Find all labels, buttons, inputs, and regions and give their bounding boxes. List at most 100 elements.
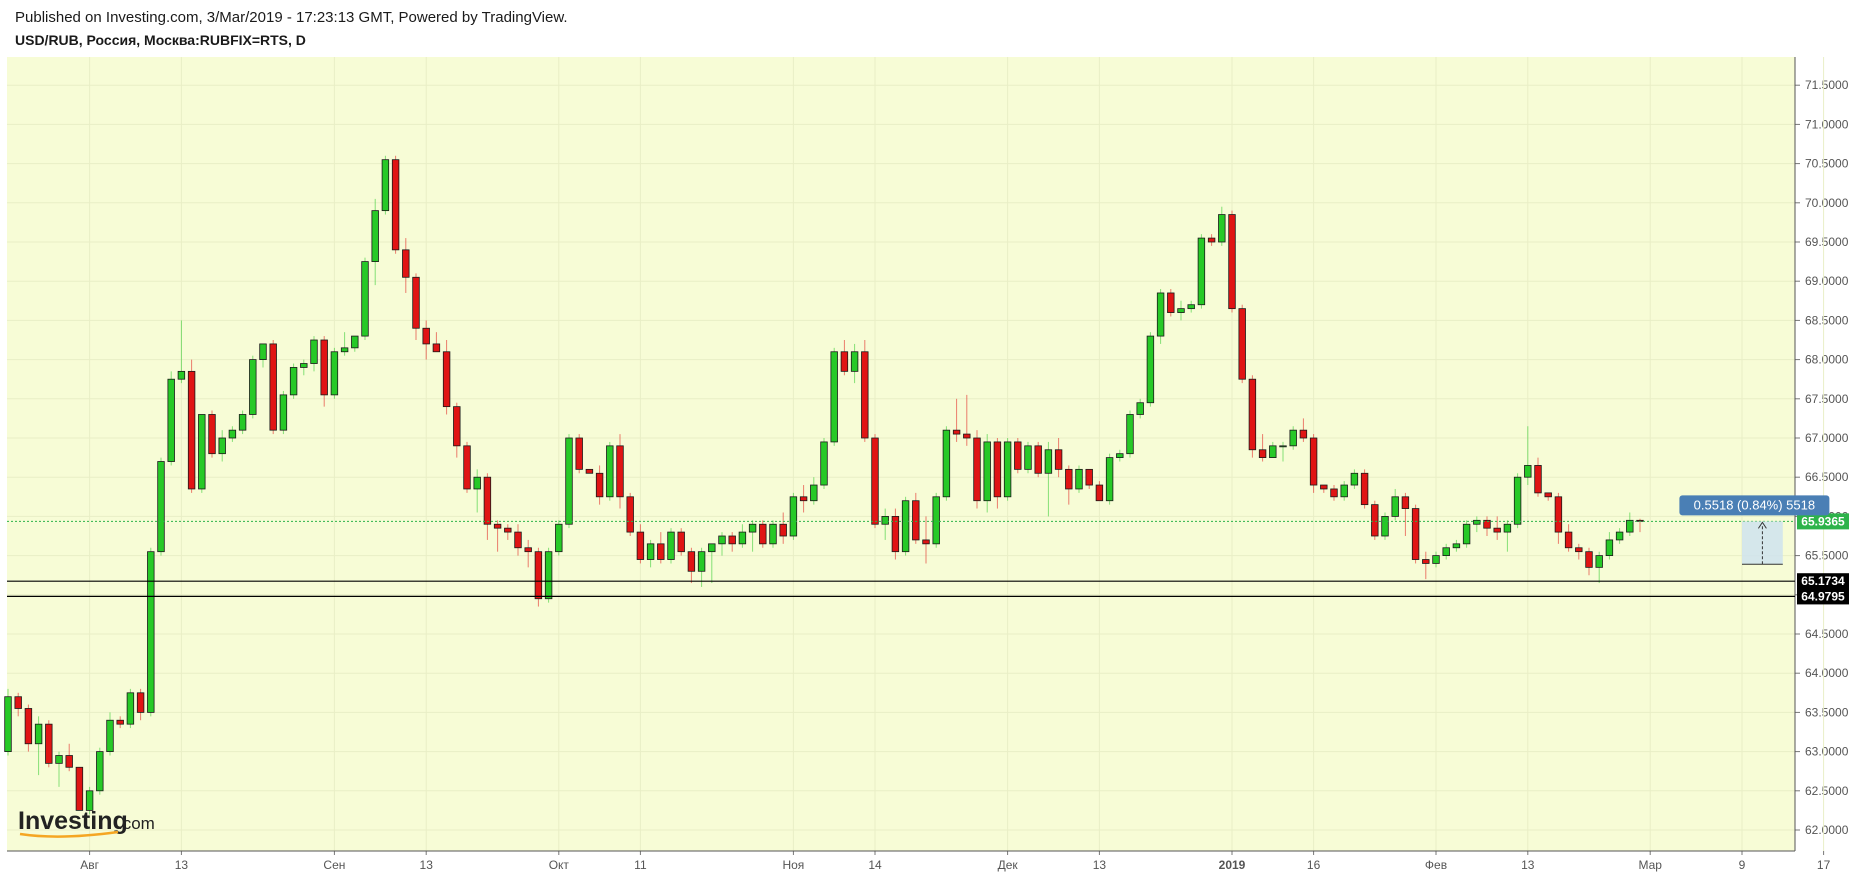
candle-body[interactable] [1146, 335, 1155, 404]
candle-body[interactable] [432, 343, 441, 353]
candle-body[interactable] [1350, 472, 1359, 486]
candle-body[interactable] [1585, 551, 1593, 568]
candle-body[interactable] [1371, 504, 1379, 537]
candle-body[interactable] [249, 359, 257, 415]
candle-body[interactable] [1054, 449, 1063, 470]
candle-body[interactable] [1116, 453, 1124, 458]
candle-body[interactable] [1360, 472, 1369, 506]
candle-body[interactable] [789, 496, 798, 537]
candle-body[interactable] [1575, 547, 1583, 553]
candle-body[interactable] [177, 370, 186, 380]
candle-body[interactable] [1218, 214, 1226, 243]
candle-body[interactable] [228, 429, 237, 439]
candle-body[interactable] [1197, 237, 1206, 306]
candle-body[interactable] [646, 543, 655, 560]
candle-body[interactable] [1075, 468, 1083, 490]
candle-body[interactable] [1126, 414, 1134, 455]
candle-body[interactable] [136, 692, 145, 713]
candle-body[interactable] [677, 531, 685, 553]
candle-body[interactable] [728, 535, 736, 545]
candle-body[interactable] [1269, 445, 1277, 458]
candle-body[interactable] [1473, 519, 1481, 525]
candle-body[interactable] [952, 429, 961, 435]
candle-body[interactable] [1544, 492, 1552, 498]
candle-body[interactable] [116, 719, 124, 725]
candle-body[interactable] [901, 500, 910, 553]
candle-body[interactable] [748, 523, 757, 533]
candle-body[interactable] [422, 327, 430, 345]
candle-body[interactable] [1014, 441, 1022, 470]
candle-body[interactable] [402, 249, 410, 278]
candle-body[interactable] [565, 437, 573, 525]
candle-body[interactable] [1309, 437, 1318, 486]
candle-body[interactable] [147, 551, 155, 713]
candle-body[interactable] [1258, 449, 1267, 459]
candle-body[interactable] [514, 531, 522, 549]
candle-body[interactable] [330, 351, 339, 396]
candle-body[interactable] [942, 429, 951, 498]
candle-body[interactable] [1248, 378, 1257, 451]
candle-body[interactable] [626, 496, 634, 533]
candle-body[interactable] [1034, 445, 1042, 474]
candle-body[interactable] [1626, 519, 1634, 533]
candle-body[interactable] [1299, 429, 1308, 439]
candle-body[interactable] [55, 755, 63, 764]
candle-body[interactable] [463, 445, 471, 490]
candle-body[interactable] [320, 339, 328, 396]
candle-body[interactable] [96, 751, 104, 792]
candle-body[interactable] [1401, 496, 1410, 509]
candle-body[interactable] [1167, 292, 1175, 313]
candle-body[interactable] [534, 551, 543, 600]
candle-body[interactable] [1564, 531, 1573, 549]
candle-body[interactable] [922, 539, 930, 545]
candle-body[interactable] [779, 523, 787, 537]
candle-body[interactable] [555, 523, 563, 553]
candle-body[interactable] [391, 159, 400, 251]
candle-body[interactable] [738, 531, 747, 545]
candle-body[interactable] [1432, 555, 1440, 564]
candle-body[interactable] [1095, 484, 1104, 502]
candle-body[interactable] [585, 468, 594, 474]
candle-body[interactable] [881, 516, 889, 525]
candle-body[interactable] [198, 414, 206, 490]
candle-body[interactable] [1177, 308, 1185, 313]
candle-body[interactable] [973, 437, 981, 502]
candle-body[interactable] [606, 445, 614, 498]
candle-body[interactable] [371, 210, 379, 262]
candle-body[interactable] [1452, 543, 1461, 549]
candle-body[interactable] [1003, 441, 1012, 498]
candle-body[interactable] [1595, 555, 1603, 568]
candle-body[interactable] [718, 535, 726, 545]
candle-body[interactable] [24, 708, 33, 745]
candle-body[interactable] [697, 551, 706, 572]
candle-body[interactable] [167, 378, 175, 462]
candle-body[interactable] [1330, 488, 1338, 498]
candle-body[interactable] [4, 696, 12, 752]
candle-body[interactable] [759, 523, 767, 545]
candle-body[interactable] [453, 406, 461, 447]
candle-body[interactable] [524, 547, 532, 553]
candle-body[interactable] [963, 433, 971, 439]
candle-body[interactable] [1228, 214, 1236, 310]
candle-body[interactable] [106, 719, 114, 752]
candle-body[interactable] [1513, 476, 1522, 525]
candle-body[interactable] [1381, 516, 1389, 537]
candle-body[interactable] [259, 343, 267, 361]
candle-body[interactable] [269, 343, 277, 431]
candle-body[interactable] [657, 543, 665, 560]
candle-body[interactable] [75, 766, 84, 811]
candle-body[interactable] [1534, 465, 1542, 494]
candle-body[interactable] [850, 351, 859, 372]
candle-body[interactable] [830, 351, 838, 443]
candle-body[interactable] [493, 523, 502, 529]
candle-body[interactable] [65, 755, 73, 768]
candle-body[interactable] [85, 790, 94, 811]
candle-body[interactable] [820, 441, 828, 486]
candle-body[interactable] [1105, 457, 1114, 502]
candle-body[interactable] [687, 551, 696, 572]
candle-body[interactable] [1462, 523, 1471, 545]
candle-body[interactable] [351, 335, 359, 349]
candle-body[interactable] [1554, 496, 1563, 533]
candle-body[interactable] [871, 437, 879, 525]
candle-body[interactable] [1605, 539, 1614, 556]
